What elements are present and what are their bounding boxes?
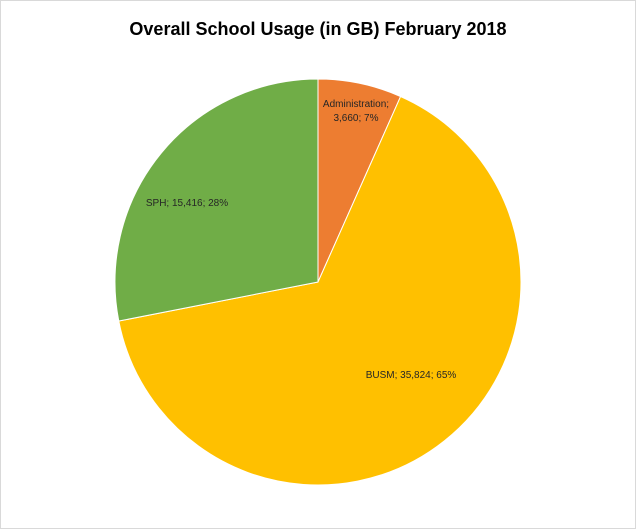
data-label-busm: BUSM; 35,824; 65% [366,370,457,381]
pie-slice-busm [118,95,522,486]
pie-slice-sph [114,78,319,322]
chart-title: Overall School Usage (in GB) February 20… [129,19,507,39]
data-label-sph: SPH; 15,416; 28% [146,198,228,209]
data-label-administration: Administration; 3,660; 7% [323,99,389,124]
